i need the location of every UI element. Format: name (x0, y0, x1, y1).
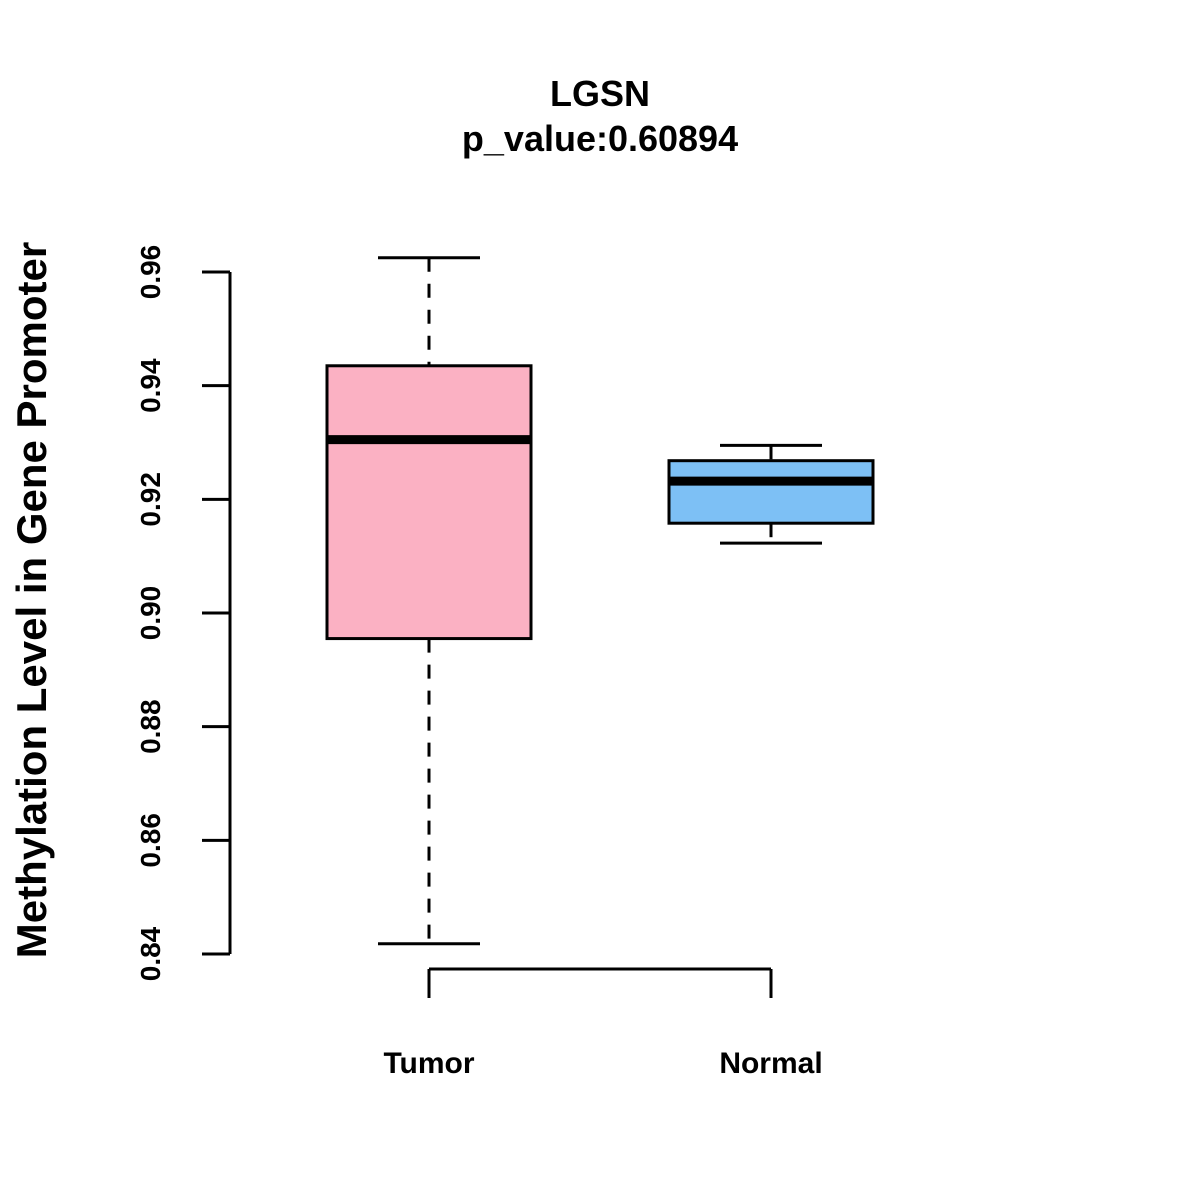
chart-subtitle: p_value:0.60894 (462, 118, 738, 159)
y-axis-label: Methylation Level in Gene Promoter (8, 242, 55, 958)
box-tumor (325, 256, 533, 946)
y-tick-label: 0.88 (135, 699, 166, 754)
x-tick-label-tumor: Tumor (383, 1047, 474, 1080)
x-axis: Tumor Normal (383, 967, 823, 1080)
boxes-group (325, 256, 875, 946)
y-tick-label: 0.92 (135, 472, 166, 527)
box-iqr (667, 459, 875, 525)
y-tick-label: 0.86 (135, 813, 166, 868)
box-iqr (325, 364, 533, 641)
y-tick-label: 0.94 (135, 358, 166, 413)
x-tick-label-normal: Normal (719, 1047, 822, 1080)
y-tick-label: 0.84 (135, 926, 166, 981)
y-tick-label: 0.90 (135, 586, 166, 641)
y-tick-label: 0.96 (135, 245, 166, 300)
chart-title: LGSN (550, 73, 650, 114)
box-normal (667, 443, 875, 545)
y-axis: 0.84 0.86 0.88 0.90 0.92 0.94 0.96 (135, 245, 232, 981)
